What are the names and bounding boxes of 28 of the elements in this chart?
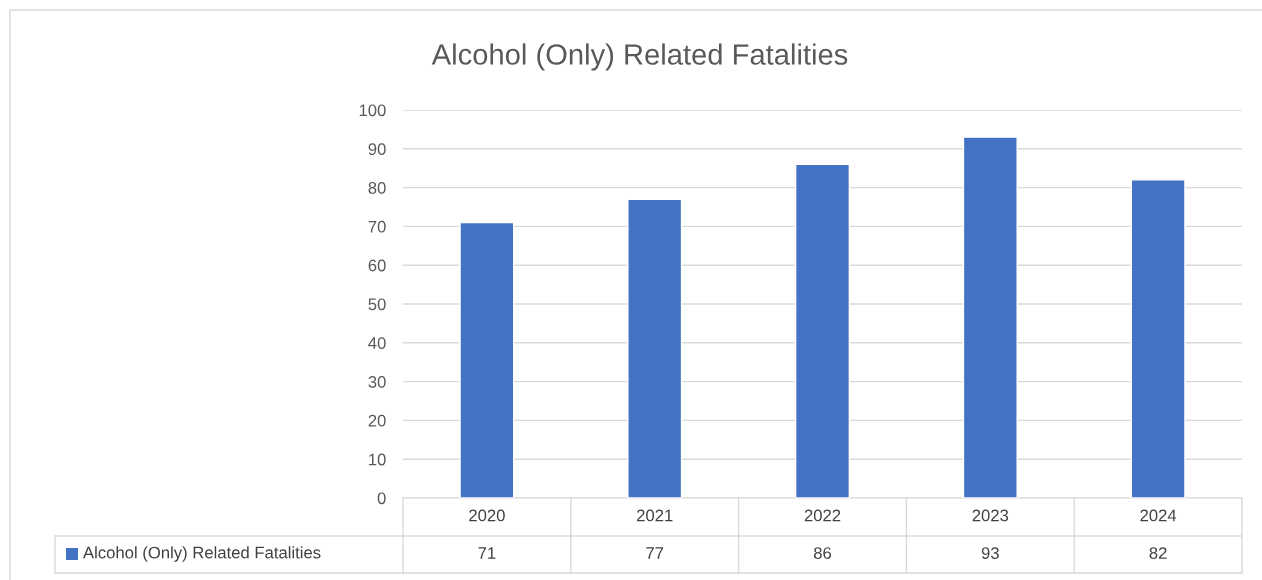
x-tick-label: 2024 [1140, 509, 1177, 522]
data-label: 93 [981, 547, 999, 559]
y-tick-label: 30 [368, 376, 386, 388]
y-tick-label: 0 [377, 492, 386, 505]
x-tick-label: 2021 [637, 509, 673, 522]
chart-title: Alcohol (Only) Related Fatalities [431, 43, 848, 71]
bar [1130, 179, 1186, 498]
y-tick-label: 40 [368, 337, 386, 349]
data-label: 71 [478, 547, 496, 559]
data-label: 82 [1149, 547, 1167, 559]
data-label: 86 [813, 547, 832, 559]
y-tick-label: 20 [368, 414, 386, 427]
data-label: 77 [646, 547, 664, 559]
y-tick-label: 70 [368, 220, 386, 233]
y-tick-label: 10 [369, 453, 386, 466]
y-tick-label: 80 [368, 182, 386, 194]
y-tick-label: 90 [368, 143, 386, 155]
bar [794, 163, 851, 498]
bar [962, 136, 1018, 498]
y-tick-label: 60 [368, 259, 386, 272]
x-tick-label: 2022 [804, 509, 841, 522]
legend-label: Alcohol (Only) Related Fatalities [83, 546, 321, 562]
y-tick-label: 50 [368, 298, 386, 311]
y-tick-label: 100 [359, 104, 386, 117]
bar [627, 198, 683, 498]
bar [459, 221, 515, 498]
x-tick-label: 2023 [972, 509, 1009, 522]
x-tick-label: 2020 [469, 509, 505, 522]
